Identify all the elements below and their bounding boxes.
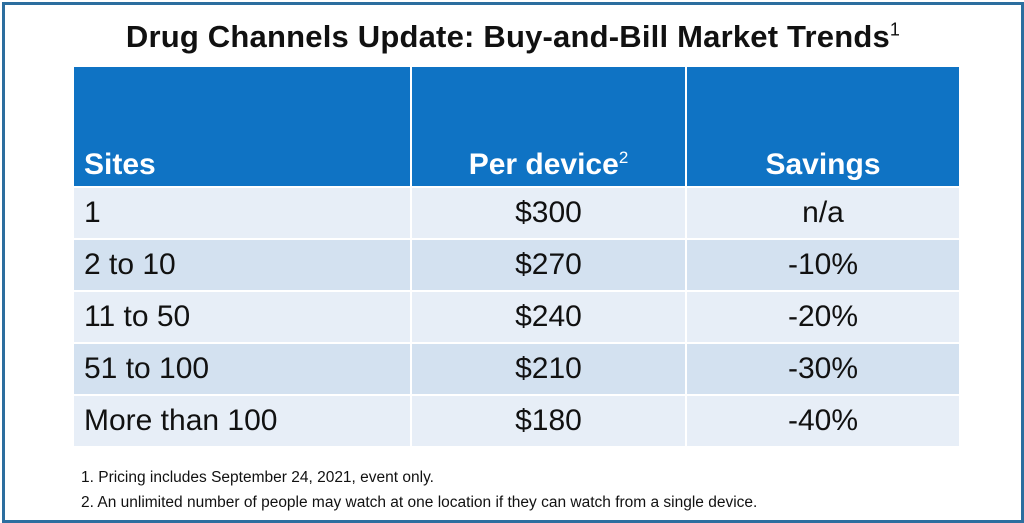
footnotes: 1. Pricing includes September 24, 2021, … [81, 465, 757, 515]
footnote-2: 2. An unlimited number of people may wat… [81, 494, 758, 511]
table-row: More than 100 $180 -40% [72, 394, 961, 446]
table-header-row: Sites Per device2 Savings [72, 67, 961, 187]
cell-per-device: $240 [410, 290, 687, 343]
cell-sites: More than 100 [72, 394, 412, 446]
cell-per-device: $270 [410, 238, 687, 291]
cell-savings: -30% [685, 342, 961, 395]
cell-per-device: $300 [410, 186, 687, 239]
table-row: 1 $300 n/a [72, 186, 961, 239]
title-footnote-marker: 1 [889, 19, 901, 40]
cell-savings: -20% [685, 290, 961, 343]
footnote-1: 1. Pricing includes September 24, 2021, … [81, 469, 434, 486]
cell-sites: 1 [72, 186, 412, 239]
header-per-device: Per device2 [410, 67, 687, 187]
cell-sites: 51 to 100 [72, 342, 412, 395]
cell-savings: n/a [685, 186, 961, 239]
cell-per-device: $210 [410, 342, 687, 395]
cell-savings: -40% [685, 394, 961, 446]
header-per-device-footnote-marker: 2 [618, 148, 629, 167]
cell-sites: 11 to 50 [72, 290, 412, 343]
header-savings-label: Savings [765, 148, 881, 181]
slide-title: Drug Channels Update: Buy-and-Bill Marke… [5, 19, 1021, 55]
table-row: 2 to 10 $270 -10% [72, 238, 961, 291]
header-savings: Savings [685, 67, 961, 187]
cell-sites: 2 to 10 [72, 238, 412, 291]
header-per-device-label: Per device [468, 148, 619, 181]
title-text: Drug Channels Update: Buy-and-Bill Marke… [125, 19, 890, 54]
pricing-table: Sites Per device2 Savings 1 $300 n/a 2 t… [72, 67, 961, 446]
table-row: 51 to 100 $210 -30% [72, 342, 961, 395]
cell-per-device: $180 [410, 394, 687, 446]
cell-savings: -10% [685, 238, 961, 291]
header-sites-label: Sites [84, 148, 156, 181]
header-sites: Sites [72, 67, 412, 187]
table-row: 11 to 50 $240 -20% [72, 290, 961, 343]
